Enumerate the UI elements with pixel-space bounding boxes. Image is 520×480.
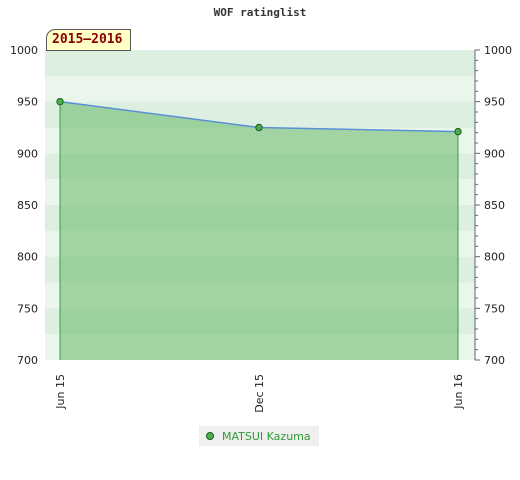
- legend-marker-icon: [206, 432, 214, 440]
- y-tick-label-right: 1000: [484, 44, 512, 57]
- background-band: [45, 153, 475, 180]
- background-band: [45, 334, 475, 360]
- data-point: [255, 123, 263, 132]
- background-band: [45, 127, 475, 154]
- x-tick-label: Jun 16: [452, 374, 465, 410]
- background-band: [45, 256, 475, 283]
- y-tick-label-left: 750: [17, 302, 38, 315]
- y-tick-label-right: 950: [484, 96, 505, 109]
- legend[interactable]: MATSUI Kazuma: [199, 426, 319, 446]
- background-band: [45, 282, 475, 309]
- y-tick-label-left: 900: [17, 147, 38, 160]
- y-tick-label-right: 750: [484, 302, 505, 315]
- y-tick-label-right: 800: [484, 251, 505, 264]
- band-group: [45, 50, 475, 360]
- y-tick-label-left: 850: [17, 199, 38, 212]
- background-band: [45, 230, 475, 257]
- y-tick-label-left: 800: [17, 251, 38, 264]
- axes-group: [474, 49, 480, 361]
- y-tick-label-left: 700: [17, 354, 38, 367]
- area-group: [56, 97, 462, 361]
- period-badge: 2015–2016: [46, 29, 132, 51]
- data-point: [454, 127, 462, 136]
- y-tick-label-right: 900: [484, 147, 505, 160]
- y-tick-label-right: 850: [484, 199, 505, 212]
- y-tick-label-right: 700: [484, 354, 505, 367]
- background-band: [45, 205, 475, 231]
- data-point: [56, 97, 64, 106]
- y-tick-label-left: 950: [17, 96, 38, 109]
- chart-title: WOF ratinglist: [213, 6, 307, 19]
- background-band: [45, 75, 475, 102]
- background-band: [45, 101, 475, 128]
- y-tick-label-left: 1000: [10, 44, 38, 57]
- background-band: [45, 50, 475, 76]
- background-band: [45, 179, 475, 205]
- series-area: [60, 101, 458, 361]
- x-tick-label: Jun 15: [54, 374, 67, 410]
- background-band: [45, 308, 475, 335]
- x-tick-label: Dec 15: [253, 374, 266, 413]
- legend-label: MATSUI Kazuma: [222, 429, 311, 443]
- labels-group: 700 700 750 750 800 800 850 850 900 900 950 950 1000…: [10, 44, 512, 413]
